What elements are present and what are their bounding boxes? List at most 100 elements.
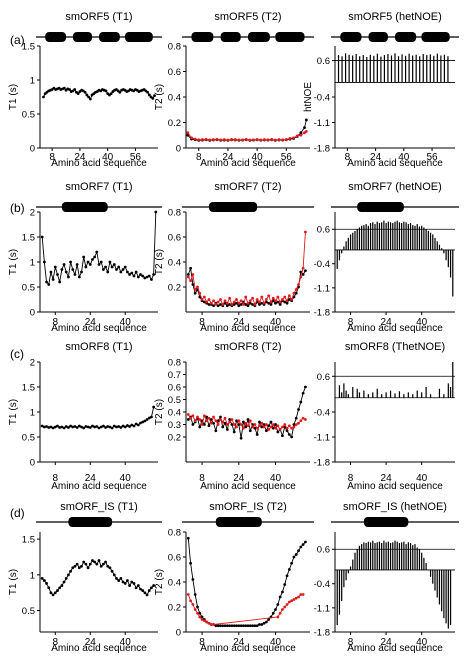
data-point [139, 587, 142, 591]
data-point [202, 414, 206, 418]
panel-2: smORF5 (hetNOE) 0.6 -0.4 -1.1 -1.8 8 24 40 56Ami… [303, 11, 459, 169]
data-point [263, 138, 266, 141]
data-point [202, 295, 206, 299]
bar [358, 392, 361, 398]
data-point [86, 260, 90, 264]
data-point [95, 562, 99, 566]
data-point [197, 138, 201, 142]
bar [436, 53, 438, 83]
data-point [269, 300, 273, 304]
data-point [126, 270, 129, 274]
data-point [62, 580, 66, 584]
bar [441, 569, 443, 612]
data-point [283, 423, 287, 426]
data-point [130, 271, 134, 275]
x-tick-label: 8 [199, 637, 205, 648]
data-point [40, 577, 44, 580]
bar [425, 229, 427, 250]
bar [369, 542, 372, 570]
data-point [99, 260, 103, 264]
data-point [244, 303, 248, 306]
bar [349, 234, 352, 250]
bar [378, 541, 381, 570]
data-point [258, 303, 261, 306]
data-point [244, 421, 248, 425]
data-point [278, 300, 282, 304]
data-point [128, 425, 131, 428]
y-tick-label: 0 [30, 458, 35, 469]
bar [378, 223, 381, 250]
bar [376, 388, 378, 398]
y-tick-label: -0.4 [314, 579, 330, 590]
bar [422, 54, 424, 83]
bar [434, 237, 436, 250]
y-tick-label: 0.8 [168, 358, 181, 369]
data-point [141, 589, 145, 592]
data-point [64, 425, 68, 428]
bar [432, 234, 434, 250]
data-point [51, 278, 55, 281]
data-point [53, 591, 57, 595]
y-axis-label: T1 (s) [8, 249, 19, 275]
data-point [288, 137, 292, 140]
data-point [299, 545, 303, 549]
data-point [226, 138, 230, 142]
data-point [123, 425, 127, 429]
topology-helix [421, 32, 450, 42]
data-point [112, 263, 116, 266]
bar [443, 569, 445, 619]
data-point [117, 265, 121, 269]
y-tick-label: 0.8 [168, 208, 181, 219]
x-tick-label: 8 [348, 317, 354, 328]
data-point [205, 620, 209, 624]
data-point [294, 416, 298, 420]
data-point [278, 303, 282, 306]
data-point [95, 425, 99, 428]
bar [404, 55, 407, 83]
data-point [304, 269, 307, 273]
bar [416, 547, 418, 570]
panel-title: smORF7 (T2) [214, 181, 281, 193]
data-point [278, 428, 282, 431]
bar [429, 394, 432, 398]
data-point [244, 425, 248, 429]
data-point [214, 419, 218, 423]
data-point [258, 623, 261, 626]
data-point [49, 270, 53, 274]
data-point [117, 425, 121, 428]
data-point [42, 95, 45, 99]
bar [387, 54, 389, 83]
data-point [297, 421, 300, 425]
data-point [109, 92, 113, 95]
data-point [49, 425, 53, 429]
data-point [115, 577, 118, 580]
data-point [205, 419, 209, 423]
data-point [200, 298, 204, 301]
bar [385, 542, 387, 570]
data-point [186, 133, 190, 137]
bar [363, 390, 365, 398]
data-point [239, 299, 243, 303]
data-point [225, 624, 229, 628]
bar [356, 549, 358, 570]
data-point [246, 304, 250, 308]
bar [412, 225, 414, 250]
x-tick-label: 8 [53, 317, 59, 328]
data-point [86, 425, 90, 429]
bar [412, 545, 414, 570]
data-point [112, 424, 116, 428]
data-point [121, 268, 125, 271]
data-point [248, 299, 252, 303]
topology-helix [357, 202, 404, 212]
data-point [146, 90, 149, 94]
data-point [239, 624, 243, 628]
bar [381, 394, 383, 398]
topology-helix [363, 517, 409, 527]
data-point [212, 421, 215, 425]
data-point [104, 560, 107, 564]
data-point [221, 624, 225, 628]
bar [403, 394, 405, 398]
data-point [285, 603, 289, 606]
y-tick-label: 1 [30, 408, 35, 419]
data-point [104, 89, 108, 93]
